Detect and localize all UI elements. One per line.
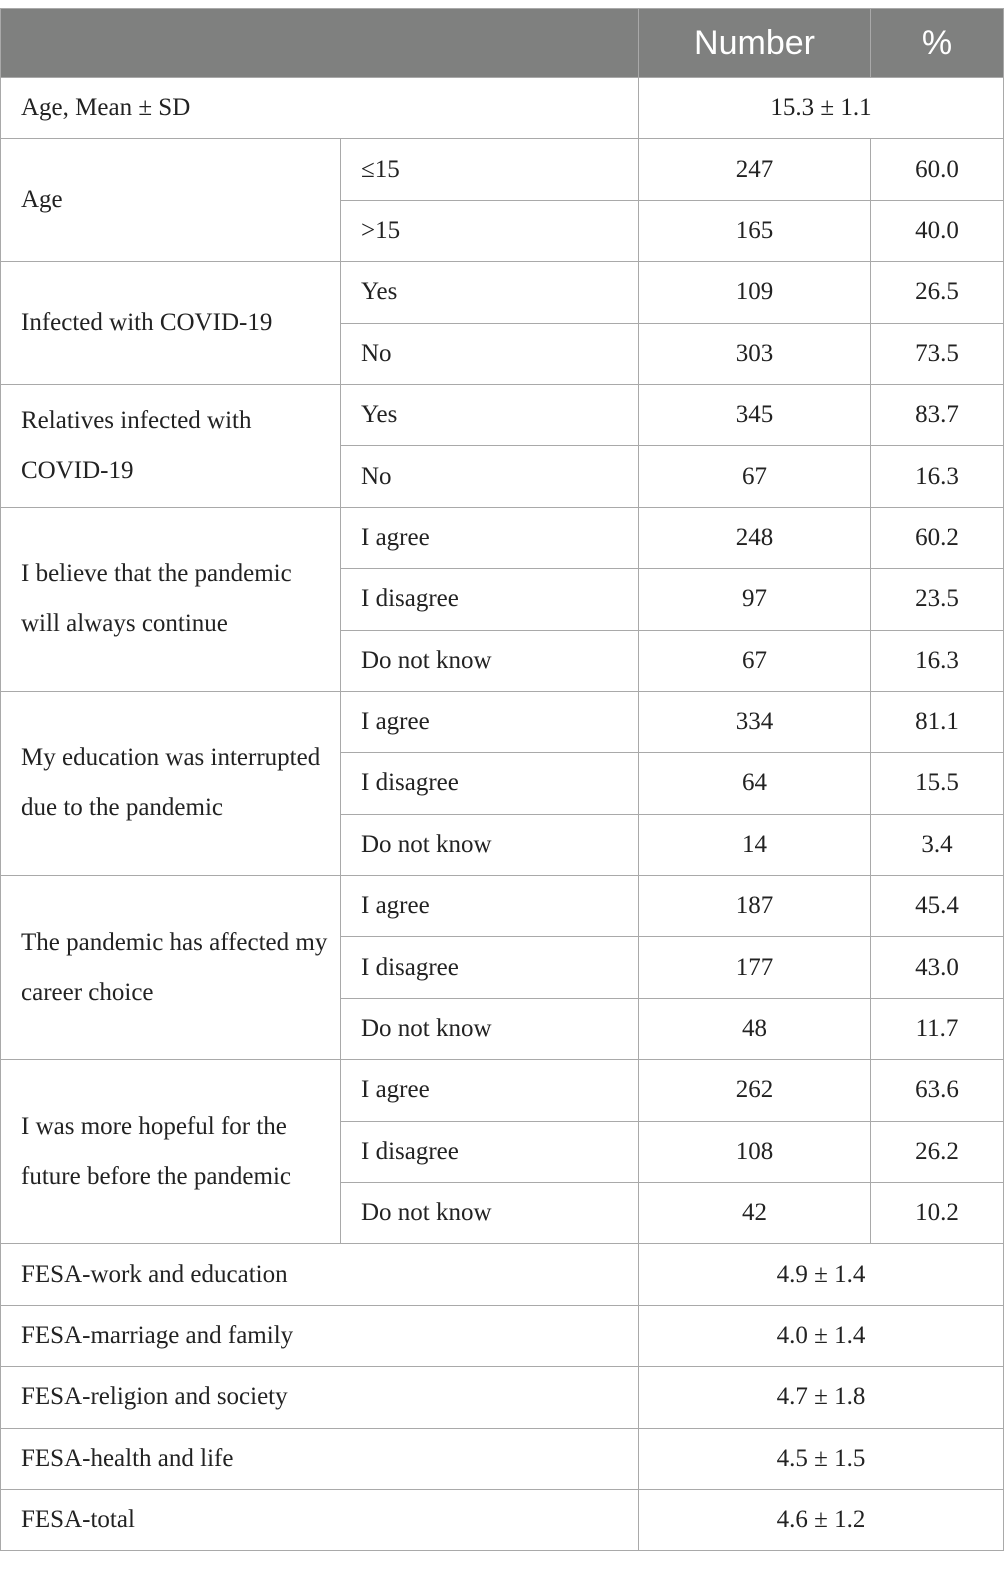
row-value: 15.3 ± 1.1 (638, 76, 1004, 140)
header-row: Number % (0, 8, 1004, 78)
fesa-label: FESA-health and life (0, 1427, 639, 1490)
level-cell: I disagree (340, 1120, 639, 1184)
percent-cell: 16.3 (870, 445, 1004, 508)
number-cell: 42 (638, 1182, 871, 1245)
level-cell: I disagree (340, 936, 639, 999)
fesa-label: FESA-work and education (0, 1243, 639, 1306)
level-cell: I agree (340, 1059, 639, 1122)
level-cell: Yes (340, 383, 639, 447)
fesa-label: FESA-total (0, 1488, 639, 1552)
table-row: Do not know 42 10.2 (1, 1182, 1004, 1245)
number-cell: 64 (638, 752, 871, 815)
table-row: The pandemic has affected my career choi… (0, 875, 1004, 1061)
number-cell: 262 (638, 1059, 871, 1122)
percent-cell: 73.5 (870, 322, 1004, 385)
level-cell: I agree (340, 506, 639, 570)
header-percent: % (870, 8, 1004, 78)
table-row: I believe that the pandemic will always … (0, 506, 1004, 692)
table-row: Relatives infected with COVID-19 Yes 345 83… (0, 383, 1004, 508)
number-cell: 108 (638, 1120, 871, 1184)
table-row: I was more hopeful for the future before… (0, 1059, 1004, 1245)
fesa-row: FESA-health and life 4.5 ± 1.5 (0, 1427, 1004, 1490)
number-cell: 247 (638, 138, 871, 201)
fesa-label: FESA-religion and society (0, 1366, 639, 1429)
fesa-value: 4.7 ± 1.8 (638, 1366, 1004, 1429)
fesa-row: FESA-marriage and family 4.0 ± 1.4 (0, 1304, 1004, 1368)
table-row: Do not know 48 11.7 (1, 997, 1004, 1061)
fesa-row: FESA-work and education 4.9 ± 1.4 (0, 1243, 1004, 1306)
level-cell: No (340, 445, 639, 508)
number-cell: 67 (638, 629, 871, 692)
percent-cell: 45.4 (870, 875, 1004, 938)
table-row: I disagree 177 43.0 (1, 936, 1004, 999)
level-cell: I disagree (340, 568, 639, 631)
percent-cell: 83.7 (870, 383, 1004, 447)
characteristics-table: Number % Age, Mean ± SD 15.3 ± 1.1 Age ≤1… (0, 8, 1004, 1552)
number-cell: 303 (638, 322, 871, 385)
percent-cell: 60.0 (870, 138, 1004, 201)
group-label: My education was interrupted due to the … (0, 690, 341, 877)
group-label: Relatives infected with COVID-19 (0, 383, 341, 508)
number-cell: 48 (638, 997, 871, 1061)
number-cell: 187 (638, 875, 871, 938)
table-row: Do not know 14 3.4 (1, 813, 1004, 877)
percent-cell: 40.0 (870, 199, 1004, 263)
percent-cell: 10.2 (870, 1182, 1004, 1245)
group-label: Age (0, 138, 341, 263)
percent-cell: 63.6 (870, 1059, 1004, 1122)
fesa-value: 4.5 ± 1.5 (638, 1427, 1004, 1490)
group-label: I was more hopeful for the future before… (0, 1059, 341, 1245)
level-cell: >15 (340, 199, 639, 263)
percent-cell: 23.5 (870, 568, 1004, 631)
level-cell: I agree (340, 875, 639, 938)
table-row: Age ≤15 247 60.0 (0, 138, 1004, 263)
table-row: I disagree 64 15.5 (1, 752, 1004, 815)
row-label: Age, Mean ± SD (0, 76, 639, 140)
table-row: Infected with COVID-19 Yes 109 26.5 (0, 261, 1004, 385)
level-cell: I disagree (340, 752, 639, 815)
level-cell: I agree (340, 690, 639, 754)
number-cell: 109 (638, 261, 871, 324)
level-cell: Do not know (340, 813, 639, 877)
percent-cell: 26.5 (870, 261, 1004, 324)
percent-cell: 43.0 (870, 936, 1004, 999)
age-mean-row: Age, Mean ± SD 15.3 ± 1.1 (0, 76, 1004, 140)
fesa-row: FESA-total 4.6 ± 1.2 (0, 1488, 1004, 1552)
level-cell: ≤15 (340, 138, 639, 201)
table-row: Do not know 67 16.3 (1, 629, 1004, 692)
number-cell: 97 (638, 568, 871, 631)
level-cell: Do not know (340, 997, 639, 1061)
percent-cell: 15.5 (870, 752, 1004, 815)
group-label: Infected with COVID-19 (0, 261, 341, 385)
group-label: The pandemic has affected my career choi… (0, 875, 341, 1061)
percent-cell: 26.2 (870, 1120, 1004, 1184)
percent-cell: 16.3 (870, 629, 1004, 692)
table-row: I disagree 97 23.5 (1, 568, 1004, 631)
number-cell: 177 (638, 936, 871, 999)
number-cell: 165 (638, 199, 871, 263)
fesa-value: 4.0 ± 1.4 (638, 1304, 1004, 1368)
header-number: Number (638, 8, 871, 78)
header-blank (0, 8, 639, 78)
fesa-label: FESA-marriage and family (0, 1304, 639, 1368)
number-cell: 345 (638, 383, 871, 447)
level-cell: Do not know (340, 1182, 639, 1245)
group-label: I believe that the pandemic will always … (0, 506, 341, 692)
number-cell: 334 (638, 690, 871, 754)
table-row: My education was interrupted due to the … (0, 690, 1004, 877)
fesa-value: 4.9 ± 1.4 (638, 1243, 1004, 1306)
table-row: >15 165 40.0 (1, 199, 1004, 263)
number-cell: 248 (638, 506, 871, 570)
number-cell: 14 (638, 813, 871, 877)
level-cell: No (340, 322, 639, 385)
percent-cell: 11.7 (870, 997, 1004, 1061)
level-cell: Yes (340, 261, 639, 324)
percent-cell: 60.2 (870, 506, 1004, 570)
fesa-row: FESA-religion and society 4.7 ± 1.8 (0, 1366, 1004, 1429)
percent-cell: 81.1 (870, 690, 1004, 754)
number-cell: 67 (638, 445, 871, 508)
level-cell: Do not know (340, 629, 639, 692)
percent-cell: 3.4 (870, 813, 1004, 877)
fesa-value: 4.6 ± 1.2 (638, 1488, 1004, 1552)
